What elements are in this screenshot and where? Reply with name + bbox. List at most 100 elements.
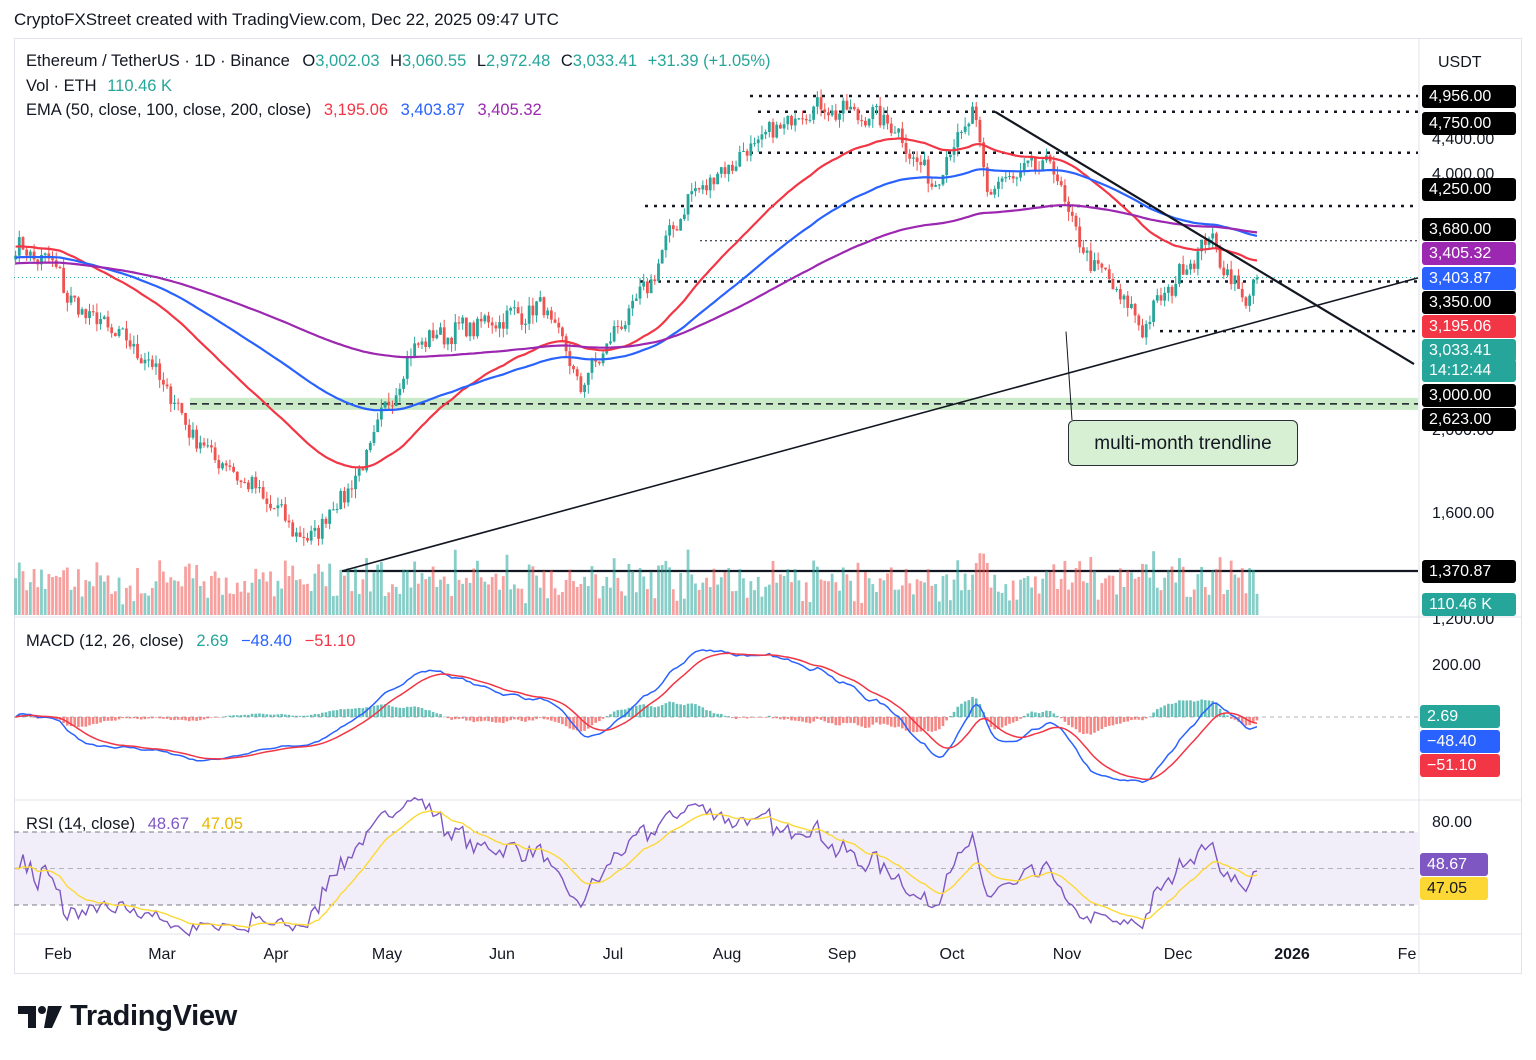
macd-histogram-bar bbox=[1119, 717, 1122, 724]
volume-bar bbox=[878, 578, 882, 615]
volume-bar bbox=[1118, 568, 1122, 615]
volume-bar bbox=[1207, 594, 1211, 615]
volume-bar bbox=[265, 581, 269, 615]
candle-body bbox=[1133, 303, 1137, 316]
macd-histogram-bar bbox=[686, 703, 690, 717]
candle-body bbox=[764, 132, 768, 135]
volume-bar bbox=[346, 568, 350, 615]
candle-body bbox=[908, 153, 912, 159]
tradingview-logo[interactable]: TradingView bbox=[18, 1000, 237, 1033]
volume-bar bbox=[173, 580, 176, 615]
candle-body bbox=[712, 177, 716, 185]
volume-bar bbox=[653, 598, 657, 615]
candle-body bbox=[1244, 297, 1248, 306]
candle-body bbox=[483, 315, 487, 322]
candle-body bbox=[398, 388, 402, 396]
volume-bar bbox=[461, 583, 465, 615]
volume-bar bbox=[206, 597, 210, 615]
volume-bar bbox=[793, 569, 797, 615]
candle-body bbox=[505, 310, 509, 329]
macd-histogram-bar bbox=[793, 717, 797, 721]
volume-bar bbox=[405, 570, 409, 615]
macd-histogram-bar bbox=[1008, 717, 1011, 724]
macd-histogram-bar bbox=[1107, 717, 1111, 726]
chart-canvas[interactable] bbox=[0, 0, 1536, 1000]
volume-bar bbox=[1104, 578, 1107, 615]
volume-bar bbox=[32, 569, 36, 615]
price-axis-label: 1,370.87 bbox=[1422, 560, 1516, 583]
candle-body bbox=[1233, 275, 1237, 285]
ema50-value: 3,195.06 bbox=[323, 101, 389, 119]
currency-label[interactable]: USDT bbox=[1438, 54, 1482, 71]
candle-body bbox=[346, 488, 350, 503]
volume-bar bbox=[575, 586, 579, 615]
candle-body bbox=[1089, 250, 1093, 271]
volume-bar bbox=[734, 590, 738, 615]
candle-body bbox=[331, 509, 335, 511]
volume-bar bbox=[102, 581, 106, 615]
macd-histogram-bar bbox=[184, 717, 187, 721]
macd-histogram-bar bbox=[357, 707, 361, 717]
volume-bar bbox=[446, 583, 450, 615]
macd-histogram-bar bbox=[952, 711, 956, 717]
candle-body bbox=[860, 120, 864, 122]
volume-bar bbox=[295, 580, 298, 615]
candle-body bbox=[967, 123, 971, 127]
macd-histogram-bar bbox=[875, 717, 878, 723]
macd-histogram-bar bbox=[653, 707, 657, 717]
candle-body bbox=[106, 316, 110, 328]
candle-body bbox=[1093, 260, 1096, 271]
volume-bar bbox=[727, 568, 731, 615]
volume-bar bbox=[420, 573, 424, 615]
volume-bar bbox=[250, 582, 254, 615]
candle-body bbox=[65, 292, 69, 303]
candle-body bbox=[716, 173, 719, 185]
macd-histogram-bar bbox=[649, 706, 653, 717]
macd-histogram-bar bbox=[339, 709, 343, 717]
macd-histogram-bar bbox=[1152, 712, 1155, 717]
candle-body bbox=[771, 122, 775, 138]
macd-histogram-bar bbox=[886, 717, 889, 725]
volume-bar bbox=[749, 581, 753, 615]
volume-bar bbox=[723, 572, 727, 615]
volume-bar bbox=[1059, 578, 1063, 615]
candle-body bbox=[198, 442, 202, 449]
macd-histogram-bar bbox=[291, 715, 295, 717]
descending-trendline bbox=[994, 110, 1415, 365]
candle-body bbox=[575, 369, 579, 377]
volume-bar bbox=[797, 580, 801, 615]
macd-histogram-bar bbox=[612, 711, 616, 717]
volume-bar bbox=[1019, 579, 1022, 615]
time-axis-tick: May bbox=[371, 946, 403, 963]
candle-body bbox=[128, 340, 132, 347]
ascending-trendline bbox=[341, 277, 1419, 572]
volume-bar bbox=[682, 598, 686, 615]
macd-histogram-bar bbox=[1141, 717, 1144, 721]
macd-histogram-bar bbox=[538, 717, 542, 718]
candle-body bbox=[1107, 269, 1111, 279]
volume-bar bbox=[701, 582, 705, 615]
macd-histogram-bar bbox=[383, 704, 387, 717]
volume-bar bbox=[782, 575, 786, 615]
candle-body bbox=[1222, 267, 1226, 276]
trendline-annotation[interactable]: multi-month trendline bbox=[1068, 420, 1298, 466]
candle-body bbox=[912, 157, 915, 159]
macd-histogram-bar bbox=[557, 717, 561, 723]
macd-histogram-bar bbox=[897, 717, 900, 727]
macd-histogram-bar bbox=[808, 717, 812, 724]
candle-body bbox=[1137, 315, 1141, 326]
volume-bar bbox=[394, 586, 398, 615]
volume-bar bbox=[110, 593, 114, 615]
candle-body bbox=[926, 159, 930, 184]
macd-histogram-bar bbox=[993, 717, 997, 730]
macd-histogram-bar bbox=[276, 714, 280, 717]
volume-bar bbox=[516, 588, 520, 615]
volume-bar bbox=[117, 577, 121, 615]
volume-bar bbox=[246, 592, 250, 615]
macd-histogram-bar bbox=[354, 708, 357, 717]
rsi-axis-label: 47.05 bbox=[1420, 877, 1488, 900]
macd-histogram-bar bbox=[804, 717, 808, 723]
candle-body bbox=[730, 164, 734, 171]
candle-body bbox=[856, 109, 860, 121]
volume-bar bbox=[1122, 587, 1126, 615]
